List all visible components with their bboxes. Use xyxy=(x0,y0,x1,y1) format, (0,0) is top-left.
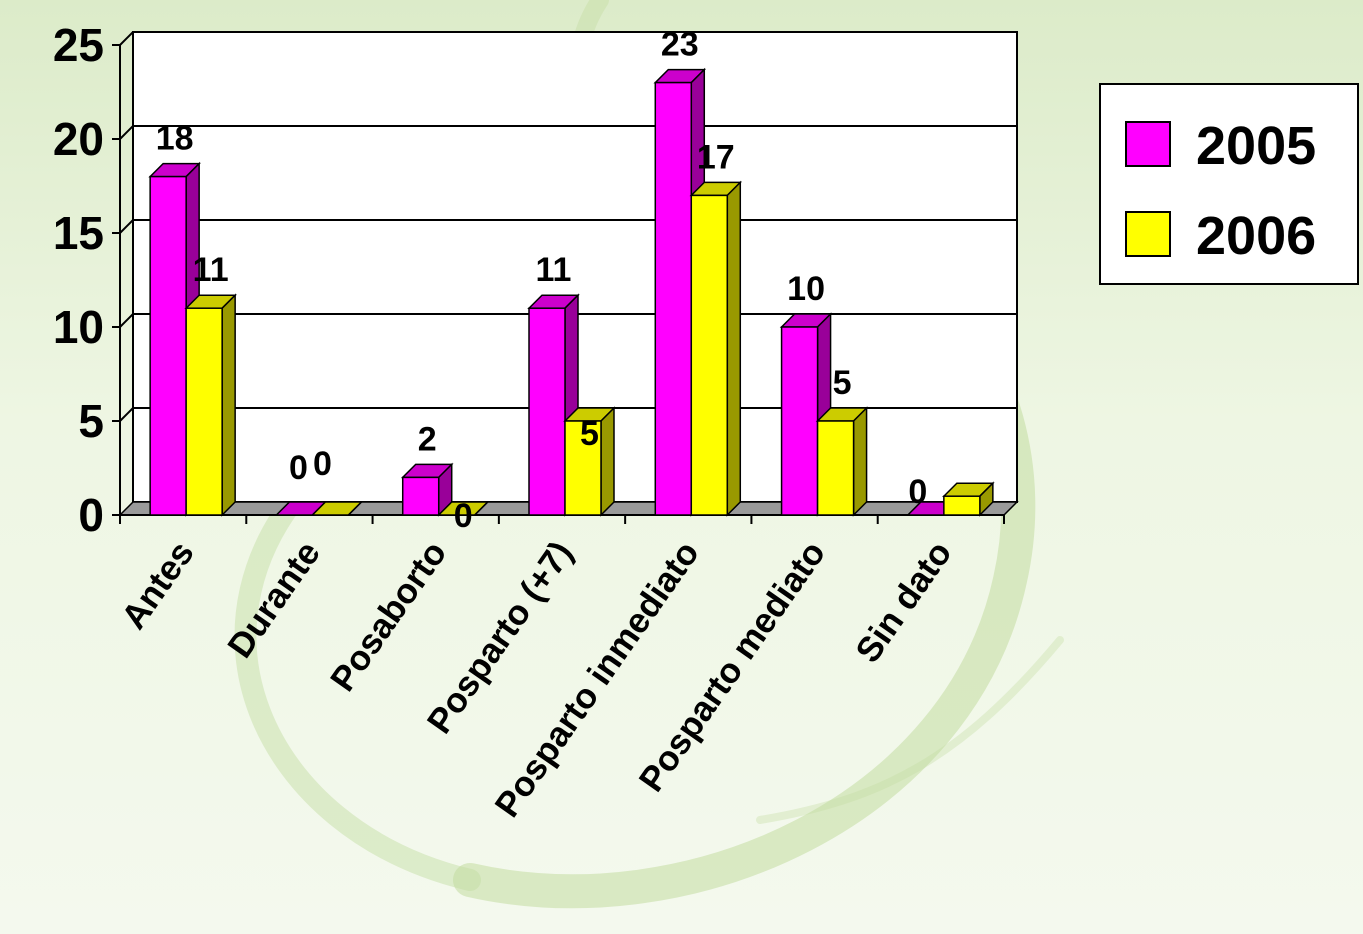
bar xyxy=(403,464,452,515)
bar xyxy=(691,182,740,515)
bar-side-face xyxy=(601,408,614,515)
y-tick-label: 20 xyxy=(53,113,104,165)
legend-swatch xyxy=(1126,212,1170,256)
data-label: 0 xyxy=(908,473,927,511)
x-category-label: Antes xyxy=(114,534,202,636)
x-category-label: Posaborto xyxy=(323,534,454,698)
data-label: 0 xyxy=(289,449,308,487)
legend-label: 2005 xyxy=(1196,116,1316,176)
bar-front-face xyxy=(782,327,818,515)
data-label: 17 xyxy=(697,138,735,176)
bar-front-face xyxy=(944,496,980,515)
data-label: 18 xyxy=(156,120,194,158)
bar-front-face xyxy=(529,308,565,515)
data-label: 23 xyxy=(661,26,699,64)
bar-front-face xyxy=(655,83,691,515)
bar xyxy=(818,408,867,515)
bar xyxy=(944,483,993,515)
data-label: 11 xyxy=(536,251,572,289)
data-label: 5 xyxy=(580,415,599,453)
bar-side-face xyxy=(854,408,867,515)
data-label: 0 xyxy=(313,445,332,483)
bar xyxy=(186,295,235,515)
data-label: 5 xyxy=(833,364,852,402)
x-category-label: Sin dato xyxy=(848,534,959,669)
y-tick-label: 10 xyxy=(53,301,104,353)
y-tick-label: 25 xyxy=(53,19,104,71)
data-label: 0 xyxy=(454,497,473,535)
legend-label: 2006 xyxy=(1196,206,1316,266)
y-tick-label: 0 xyxy=(78,489,104,541)
bar-front-face xyxy=(150,177,186,515)
data-label: 10 xyxy=(787,270,825,308)
bar-front-face xyxy=(403,477,439,515)
legend-swatch xyxy=(1126,122,1170,166)
bar-front-face xyxy=(691,195,727,515)
data-label: 11 xyxy=(193,251,229,289)
y-tick-label: 5 xyxy=(78,395,104,447)
bar-front-face xyxy=(186,308,222,515)
y-tick-label: 15 xyxy=(53,207,104,259)
legend: 2005 2006 xyxy=(1100,84,1358,284)
bar-front-face xyxy=(818,421,854,515)
bar-side-face xyxy=(727,182,740,515)
bar-side-face xyxy=(222,295,235,515)
data-label: 2 xyxy=(418,420,437,458)
